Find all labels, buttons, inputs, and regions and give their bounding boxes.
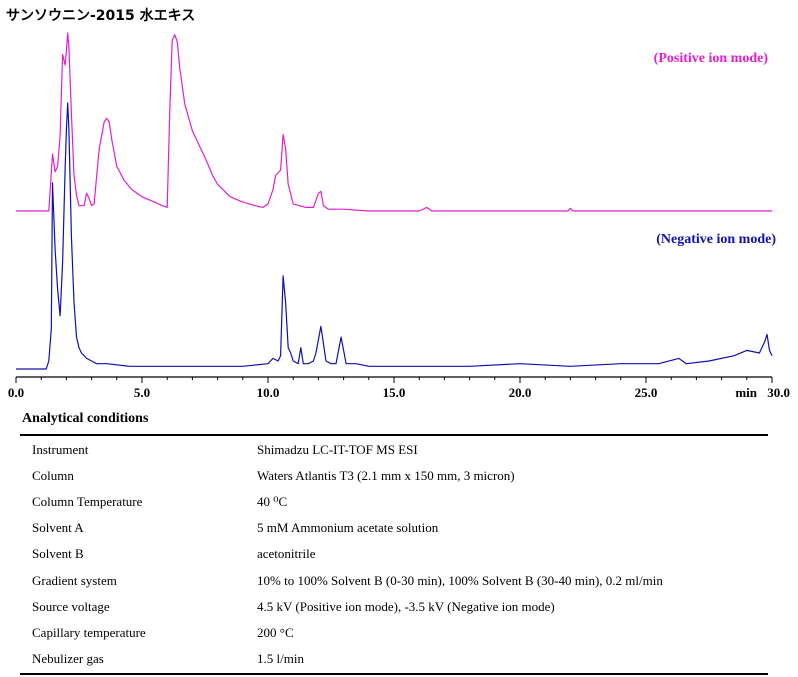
conditions-top-rule [20, 434, 768, 436]
x-tick-label: 5.0 [134, 385, 150, 400]
condition-value: acetonitrile [257, 546, 316, 562]
condition-key: Column [32, 468, 74, 484]
x-tick-label: 15.0 [383, 385, 406, 400]
condition-row: Solvent A 5 mM Ammonium acetate solution [20, 515, 768, 541]
conditions-bottom-rule [20, 673, 768, 675]
condition-value: 40 ⁰C [257, 494, 288, 510]
chart-title: サンソウニン-2015 水エキス [6, 8, 196, 24]
series-layer [16, 32, 773, 370]
x-axis-label: min [735, 385, 757, 400]
condition-value: 5 mM Ammonium acetate solution [257, 520, 439, 536]
chromatogram-chart: (Positive ion mode) (Negative ion mode) 0… [8, 32, 790, 400]
condition-value: Shimadzu LC-IT-TOF MS ESI [257, 442, 418, 458]
condition-key: Gradient system [32, 572, 117, 588]
x-axis: 0.0 5.0 10.0 15.0 20.0 25.0 30.0 min [8, 376, 790, 400]
condition-row: Instrument Shimadzu LC-IT-TOF MS ESI [20, 437, 768, 463]
condition-key: Solvent A [32, 520, 84, 536]
condition-row: Gradient system 10% to 100% Solvent B (0-… [20, 567, 768, 593]
series-label-positive: (Positive ion mode) [654, 51, 769, 66]
series-labels: (Positive ion mode) (Negative ion mode) [654, 51, 777, 247]
x-tick-label: 0.0 [8, 385, 24, 400]
condition-value: 1.5 l/min [257, 650, 304, 666]
condition-value: 4.5 kV (Positive ion mode), -3.5 kV (Neg… [257, 598, 555, 614]
condition-row: Column Temperature 40 ⁰C [20, 489, 768, 515]
condition-value: 10% to 100% Solvent B (0-30 min), 100% S… [257, 572, 663, 588]
conditions-heading: Analytical conditions [22, 411, 149, 426]
condition-key: Capillary temperature [32, 624, 146, 640]
condition-row: Capillary temperature 200 °C [20, 620, 768, 646]
series-line-positive [16, 32, 772, 212]
condition-key: Nebulizer gas [32, 650, 104, 666]
x-tick-label: 30.0 [767, 385, 790, 400]
condition-value: 200 °C [257, 624, 294, 640]
condition-value: Waters Atlantis T3 (2.1 mm x 150 mm, 3 m… [257, 468, 515, 484]
condition-row: Nebulizer gas 1.5 l/min [20, 646, 768, 672]
condition-row: Source voltage 4.5 kV (Positive ion mode)… [20, 594, 768, 620]
x-tick-label: 10.0 [257, 385, 280, 400]
x-tick-label: 20.0 [509, 385, 532, 400]
condition-key: Source voltage [32, 598, 110, 614]
x-tick-label: 25.0 [635, 385, 658, 400]
condition-key: Solvent B [32, 546, 84, 562]
condition-key: Column Temperature [32, 494, 143, 510]
condition-row: Solvent B acetonitrile [20, 541, 768, 567]
series-label-negative: (Negative ion mode) [656, 232, 776, 247]
condition-row: Column Waters Atlantis T3 (2.1 mm x 150 m… [20, 463, 768, 489]
series-line-negative [16, 102, 773, 370]
condition-key: Instrument [32, 442, 89, 458]
conditions-table: Instrument Shimadzu LC-IT-TOF MS ESI Colum… [20, 437, 768, 672]
